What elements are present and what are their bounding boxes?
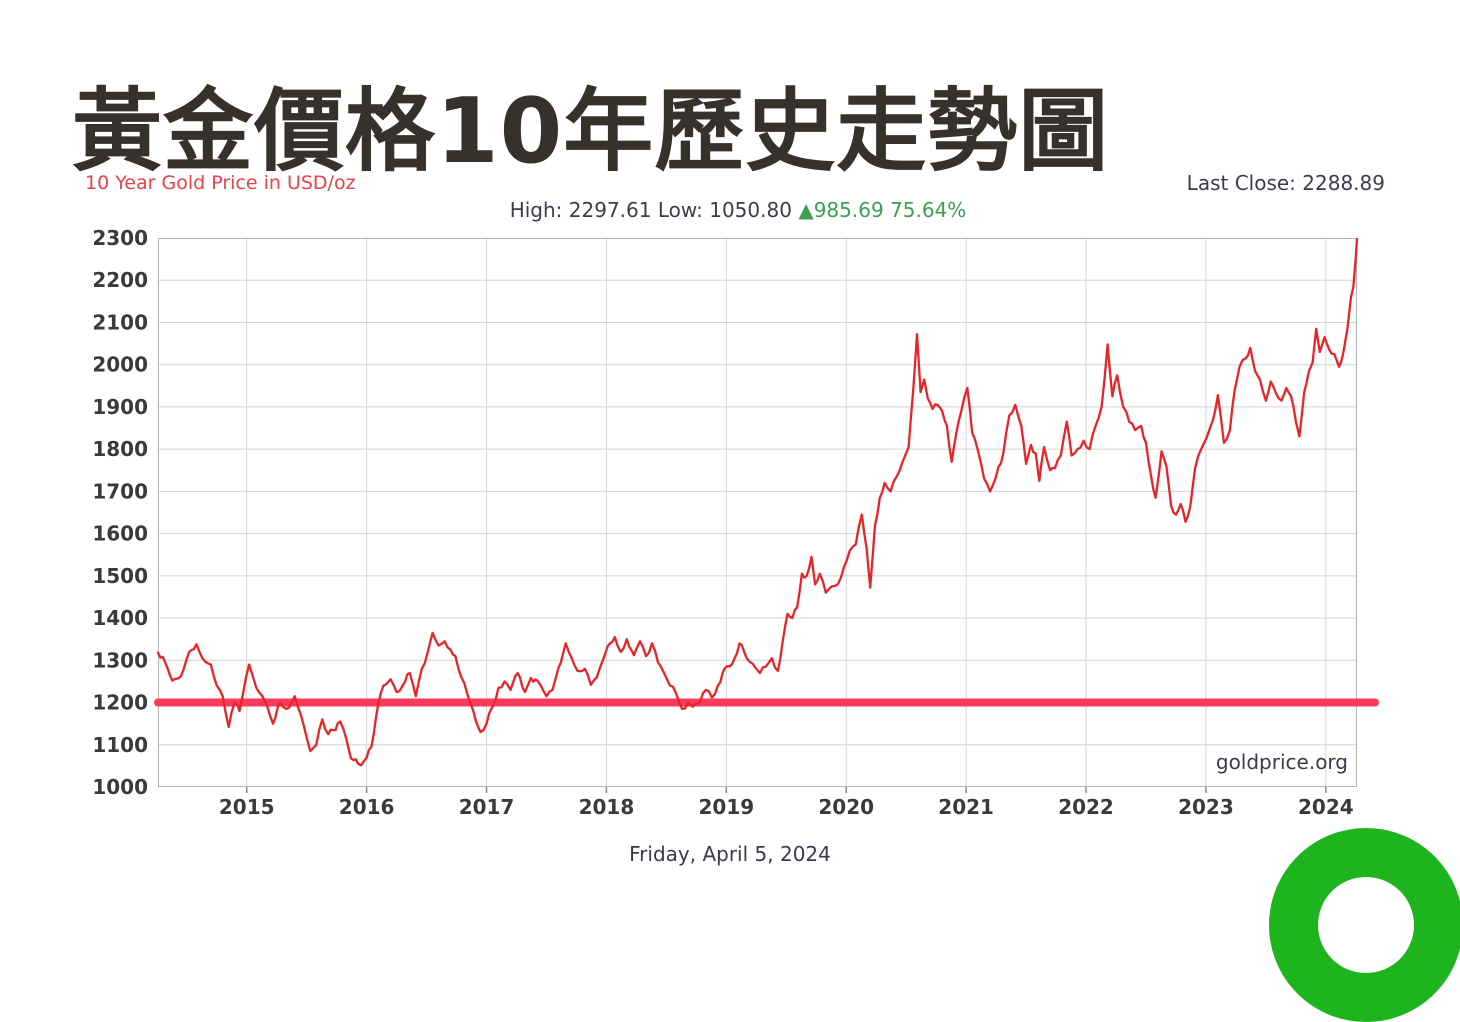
last-close-value: 2288.89 <box>1302 171 1385 195</box>
x-axis-label: 2019 <box>698 795 754 819</box>
plot-area <box>158 238 1357 787</box>
x-axis-label: 2015 <box>219 795 275 819</box>
chart-date: Friday, April 5, 2024 <box>629 842 831 866</box>
series-label: 10 Year Gold Price in USD/oz <box>85 172 356 194</box>
x-axis-label: 2020 <box>818 795 874 819</box>
change-up-value: ▲985.69 75.64% <box>798 198 967 222</box>
x-axis-label: 2021 <box>938 795 994 819</box>
y-axis-label: 1100 <box>92 733 148 757</box>
low-label: Low: <box>657 198 703 222</box>
x-axis-label: 2023 <box>1178 795 1234 819</box>
x-axis-label: 2024 <box>1298 795 1354 819</box>
y-axis-label: 1700 <box>92 479 148 503</box>
x-axis-label: 2016 <box>339 795 395 819</box>
y-axis-label: 1200 <box>92 691 148 715</box>
page-title: 黃金價格10年歷史走勢圖 <box>72 79 1110 185</box>
y-axis-label: 2200 <box>92 268 148 292</box>
y-axis-label: 1600 <box>92 522 148 546</box>
high-label: High: <box>509 198 563 222</box>
low-value: 1050.80 <box>709 198 792 222</box>
y-axis-label: 1500 <box>92 564 148 588</box>
price-series-line <box>156 237 1359 767</box>
y-axis-label: 1300 <box>92 648 148 672</box>
chat-widget-button[interactable] <box>1269 828 1460 1022</box>
page: { "title": "黃金價格10年歷史走勢圖", "header": { "… <box>72 79 1460 1022</box>
stats-line: High: 2297.61 Low: 1050.80 ▲985.69 75.64… <box>158 198 1318 222</box>
x-axis-label: 2018 <box>579 795 635 819</box>
y-axis-label: 1000 <box>92 775 148 799</box>
y-axis-label: 1900 <box>92 395 148 419</box>
y-axis-label: 2000 <box>92 353 148 377</box>
y-axis-label: 2100 <box>92 310 148 334</box>
x-axis-label: 2017 <box>459 795 515 819</box>
last-close: Last Close: 2288.89 <box>1187 171 1385 195</box>
watermark-link[interactable]: goldprice.org <box>1215 750 1348 774</box>
x-axis-label: 2022 <box>1058 795 1114 819</box>
y-axis-label: 1400 <box>92 606 148 630</box>
y-axis-label: 1800 <box>92 437 148 461</box>
y-axis-label: 2300 <box>92 226 148 250</box>
gold-price-chart: 2015 2016 2017 2018 2019 2020 2021 2022 2023 2024… <box>92 226 1379 819</box>
high-value: 2297.61 <box>568 198 652 222</box>
last-close-label: Last Close: <box>1186 171 1296 195</box>
